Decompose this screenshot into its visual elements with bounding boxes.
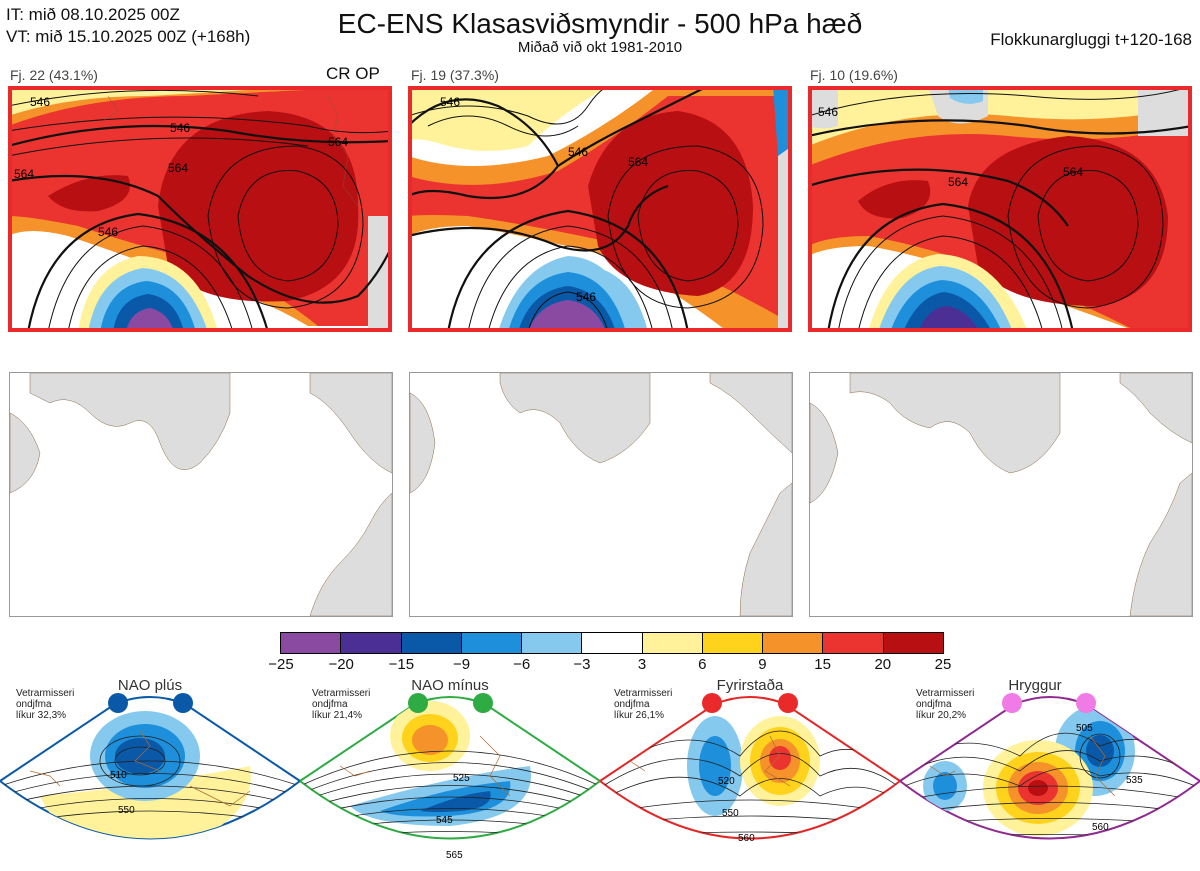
contour-label: 565: [446, 850, 463, 861]
colorbar-segment: [400, 633, 461, 653]
regime-info-line: líkur 32,3%: [16, 710, 67, 721]
colorbar-tick-label: −3: [573, 656, 591, 673]
vt-line: VT: mið 15.10.2025 00Z (+168h): [6, 27, 251, 46]
contour-label: 546: [98, 225, 118, 239]
contour-label: 564: [628, 155, 648, 169]
header-info: IT: mið 08.10.2025 00Z VT: mið 15.10.202…: [6, 4, 250, 48]
contour-label: 546: [576, 290, 596, 304]
colorbar-tick-label: 20: [874, 656, 892, 673]
panel-3-label: Fj. 10 (19.6%): [810, 67, 898, 83]
contour-label: 564: [948, 175, 968, 189]
contour-label: 520: [718, 776, 735, 787]
colorbar-tick-label: 25: [934, 656, 952, 673]
colorbar-tick-label: 9: [758, 656, 767, 673]
regime-title: Fyrirstaða: [716, 677, 784, 694]
regime-info: Vetrarmisseri ondjfma líkur 20,2%: [916, 688, 974, 721]
regime-title: NAO plús: [117, 677, 183, 694]
colorbar-segment: [762, 633, 823, 653]
contour-label: 525: [453, 773, 470, 784]
colorbar-segment: [460, 633, 522, 653]
contour-label: 546: [30, 95, 50, 109]
regime-info: Vetrarmisseri ondjfma líkur 32,3%: [16, 688, 74, 721]
contour-label: 560: [1092, 822, 1109, 833]
contour-label: 550: [118, 805, 135, 816]
cluster-map-2[interactable]: 546 564 546 546: [408, 86, 792, 332]
contour-label: 564: [1063, 165, 1083, 179]
colorbar-tick-label: 15: [814, 656, 831, 673]
colorbar-tick-label: −20: [328, 656, 354, 673]
it-line: IT: mið 08.10.2025 00Z: [6, 5, 180, 24]
regime-info-line: ondjfma: [916, 699, 952, 710]
colorbar: [280, 632, 944, 654]
colorbar-tick-label: −15: [388, 656, 415, 673]
regime-info: Vetrarmisseri ondjfma líkur 21,4%: [312, 688, 370, 721]
page-subtitle: Miðað við okt 1981-2010: [517, 39, 683, 56]
contour-label: 545: [436, 815, 453, 826]
contour-label: 564: [14, 167, 34, 181]
panel-1-label: Fj. 22 (43.1%): [10, 67, 98, 83]
contour-label: 535: [1126, 775, 1143, 786]
panel-1-badge: CR OP: [326, 64, 380, 83]
cluster-map-1[interactable]: 546 546 564 564 564 546: [8, 86, 392, 332]
contour-label: 546: [170, 121, 190, 135]
colorbar-segment: [822, 633, 883, 653]
regime-info-line: Vetrarmisseri: [16, 688, 75, 699]
colorbar-tick-label: −9: [452, 656, 471, 673]
contour-label: 546: [440, 95, 460, 109]
regime-info-line: ondjfma: [312, 699, 348, 710]
contour-label: 546: [818, 105, 838, 119]
regime-nao-plus[interactable]: Vetrarmisseri ondjfma líkur 32,3% NAO pl…: [0, 676, 300, 871]
regime-info-line: Vetrarmisseri: [916, 688, 975, 699]
contour-label: 560: [738, 833, 755, 844]
regime-info-line: líkur 21,4%: [312, 710, 363, 721]
regime-info-line: Vetrarmisseri: [614, 688, 673, 699]
regime-info-line: líkur 20,2%: [916, 710, 967, 721]
contour-label: 505: [1076, 723, 1093, 734]
regime-info-line: ondjfma: [16, 699, 52, 710]
colorbar-segment: [521, 633, 582, 653]
cluster-map-3[interactable]: 546 564 564: [808, 86, 1192, 332]
regime-title: NAO mínus: [411, 677, 489, 694]
colorbar-tick-label: 6: [698, 656, 707, 673]
regime-info-line: ondjfma: [614, 699, 650, 710]
regime-blocking[interactable]: Vetrarmisseri ondjfma líkur 26,1% Fyrirs…: [600, 676, 900, 871]
colorbar-tick-label: 3: [637, 656, 647, 673]
regime-title: Hryggur: [1008, 677, 1062, 694]
regime-info-line: Vetrarmisseri: [312, 688, 371, 699]
panel-2-label: Fj. 19 (37.3%): [411, 67, 499, 83]
contour-label: 550: [722, 808, 739, 819]
empty-map-2[interactable]: [409, 372, 793, 617]
contour-label: 510: [110, 770, 127, 781]
window-label: Flokkunargluggi t+120-168: [990, 30, 1192, 49]
regime-nao-minus[interactable]: Vetrarmisseri ondjfma líkur 21,4% NAO mí…: [300, 676, 600, 871]
colorbar-segment: [701, 633, 763, 653]
colorbar-segment: [641, 633, 702, 653]
regime-ridge[interactable]: Vetrarmisseri ondjfma líkur 20,2% Hryggu…: [900, 676, 1200, 871]
colorbar-segment: [581, 633, 642, 653]
contour-label: 546: [568, 145, 588, 159]
contour-label: 564: [168, 161, 188, 175]
colorbar-segment: [281, 633, 341, 653]
regime-info-line: líkur 26,1%: [614, 710, 665, 721]
colorbar-tick-label: −6: [513, 656, 531, 673]
page-title: EC-ENS Klasasviðsmyndir - 500 hPa hæð: [337, 8, 863, 39]
colorbar-segment: [882, 633, 943, 653]
empty-map-1[interactable]: [9, 372, 393, 617]
colorbar-segment: [340, 633, 401, 653]
colorbar-tick-label: −25: [268, 656, 294, 673]
empty-map-3[interactable]: [809, 372, 1193, 617]
regime-info: Vetrarmisseri ondjfma líkur 26,1%: [614, 688, 672, 721]
contour-label: 564: [328, 135, 348, 149]
